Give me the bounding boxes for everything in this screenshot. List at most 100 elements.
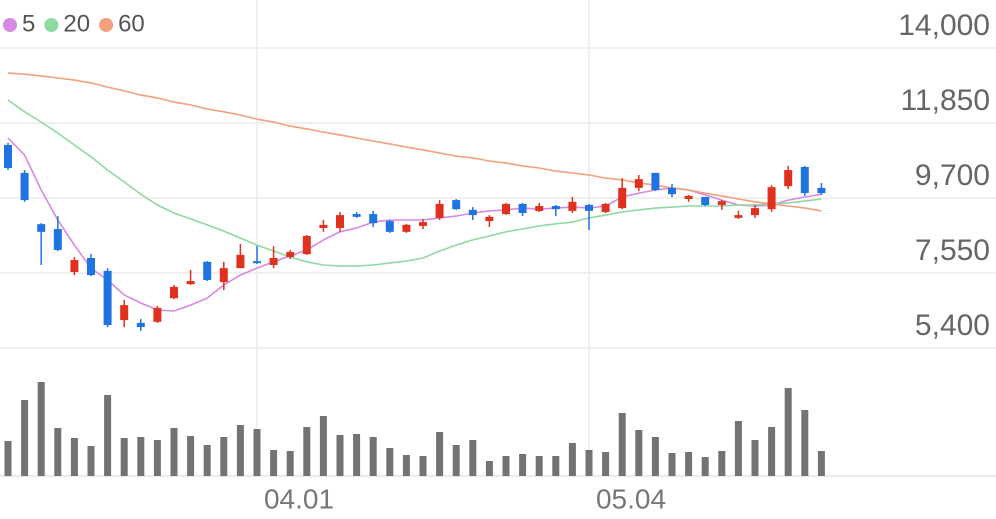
candle-body — [136, 322, 145, 328]
volume-bar — [336, 435, 344, 476]
y-tick-label: 11,850 — [900, 84, 990, 117]
candle-body — [369, 214, 378, 224]
volume-bar — [701, 457, 709, 476]
volume-bar — [137, 437, 145, 476]
volume-bar — [768, 427, 776, 476]
volume-bar — [4, 441, 12, 476]
candle-body — [53, 229, 62, 250]
volume-bar — [120, 438, 128, 476]
candle-body — [502, 203, 510, 215]
ma-line — [7, 137, 822, 312]
x-tick-label: 05.04 — [596, 483, 666, 514]
volume-bar — [685, 452, 693, 476]
candle-body — [751, 208, 759, 216]
legend-swatch — [44, 18, 59, 32]
candle-body — [186, 281, 195, 285]
volume-bar — [203, 445, 211, 476]
candle-body — [800, 166, 809, 194]
volume-bar — [452, 445, 460, 476]
volume-bar — [618, 413, 626, 476]
candle-body — [684, 195, 693, 200]
volume-bar — [369, 437, 377, 476]
candle-body — [319, 224, 328, 228]
candle-body — [485, 216, 494, 222]
candle-body — [651, 172, 660, 190]
volume-bar — [651, 437, 659, 476]
candle-body — [236, 254, 245, 269]
volume-bar — [419, 456, 427, 476]
x-tick-label: 04.01 — [264, 483, 334, 514]
volume-bar — [784, 388, 792, 476]
volume-bar — [502, 456, 510, 476]
legend-label: 20 — [63, 10, 90, 37]
candle-body — [153, 307, 162, 322]
candle-body — [37, 224, 46, 232]
volume-bar — [187, 436, 195, 476]
volume-bar — [602, 452, 610, 476]
candle-body — [817, 187, 826, 194]
candle-body — [103, 270, 112, 325]
volume-bar — [585, 450, 593, 476]
candle-body — [70, 260, 79, 272]
y-tick-label: 7,550 — [915, 234, 990, 267]
volume-bar — [734, 421, 742, 476]
candle-body — [767, 187, 776, 210]
candle-body — [535, 206, 544, 211]
candle-body — [286, 252, 295, 257]
volume-bar — [402, 455, 410, 476]
volume-bar — [519, 454, 527, 476]
candle-body — [402, 224, 411, 232]
candle-body — [253, 261, 261, 264]
volume-bar — [21, 400, 29, 476]
volume-bar — [668, 453, 676, 476]
candle-body — [668, 187, 676, 195]
legend-label: 5 — [22, 10, 35, 37]
candle-body — [468, 209, 477, 216]
candle-body — [203, 261, 212, 280]
volume-bar — [153, 440, 161, 476]
candle-body — [336, 215, 344, 228]
ma-line — [7, 99, 822, 267]
y-tick-label: 5,400 — [915, 309, 990, 342]
volume-bar — [236, 425, 244, 476]
volume-bar — [54, 428, 62, 476]
candle-body — [701, 196, 710, 205]
volume-bar — [87, 446, 95, 476]
volume-bar — [469, 440, 477, 476]
volume-bar — [170, 428, 178, 476]
candle-body — [219, 268, 228, 283]
legend-swatch — [3, 18, 17, 32]
candle-body — [601, 203, 610, 212]
volume-bar — [353, 434, 361, 476]
volume-bar — [751, 440, 759, 476]
ma-line — [7, 72, 822, 212]
volume-bar — [635, 430, 643, 476]
candle-body — [452, 200, 461, 210]
volume-bar — [104, 395, 112, 476]
candle-body — [634, 179, 643, 188]
volume-bar — [386, 448, 394, 476]
volume-bar — [801, 410, 809, 476]
candle-body — [20, 172, 29, 201]
volume-bar — [319, 416, 327, 476]
candle-body — [87, 258, 95, 276]
volume-bar — [286, 451, 294, 476]
volume-bar — [535, 456, 543, 476]
volume-bar — [568, 443, 576, 476]
candle-body — [717, 201, 726, 205]
y-tick-label: 14,000 — [898, 9, 990, 42]
candle-body — [435, 203, 444, 218]
volume-bar — [70, 438, 78, 476]
legend-swatch — [99, 18, 114, 32]
volume-bar — [485, 461, 493, 476]
volume-bar — [718, 451, 726, 476]
candle-body — [734, 215, 743, 218]
candle-body — [4, 144, 12, 168]
candle-body — [585, 204, 593, 211]
volume-bar — [436, 432, 444, 476]
candle-body — [352, 214, 361, 217]
volume-bar — [270, 450, 278, 476]
candle-body — [618, 187, 627, 209]
